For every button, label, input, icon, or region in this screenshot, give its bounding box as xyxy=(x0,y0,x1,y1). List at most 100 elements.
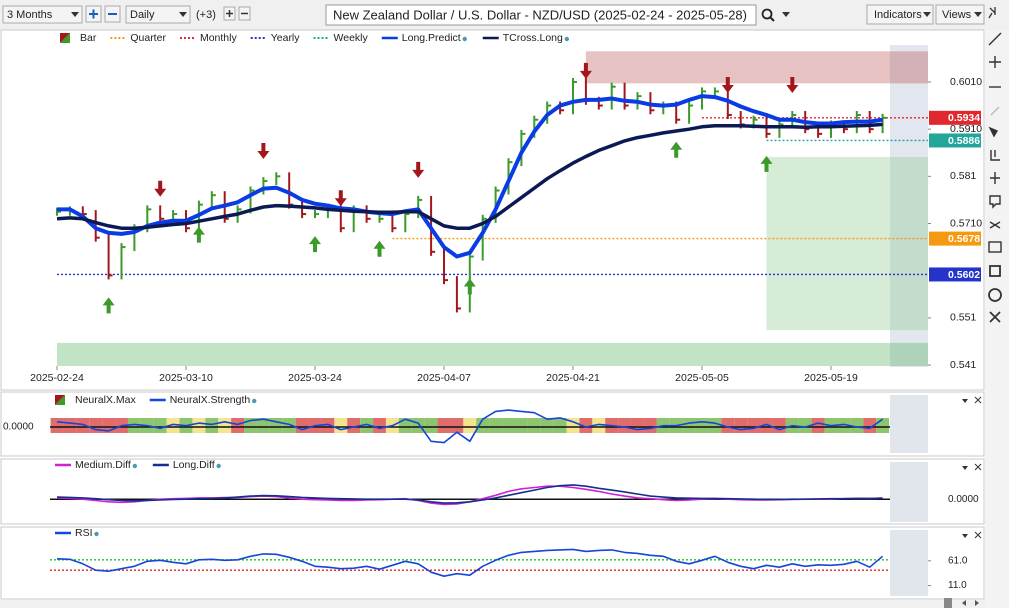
legend-dot xyxy=(94,531,99,537)
y-tick-label: 0.0000 xyxy=(3,422,34,433)
offset-text: (+3) xyxy=(196,9,216,21)
neural-block xyxy=(850,418,864,433)
neural-block xyxy=(192,418,206,433)
neural-panel xyxy=(0,391,985,457)
close[interactable] xyxy=(974,531,982,539)
trend-line-tool[interactable] xyxy=(988,32,1002,46)
vertical-line-tool[interactable] xyxy=(989,56,1001,68)
neural-block xyxy=(153,418,167,433)
neural-block xyxy=(734,418,748,433)
legend-dot xyxy=(462,36,467,42)
sell-arrow xyxy=(786,76,799,93)
x-tick-label: 2025-05-05 xyxy=(675,372,729,384)
legend-swatch xyxy=(60,33,70,43)
close[interactable] xyxy=(974,396,982,404)
views-button[interactable] xyxy=(935,4,985,25)
fib-tool[interactable] xyxy=(990,150,1000,161)
buy-arrow xyxy=(463,278,476,295)
y-tick-label: 0.541 xyxy=(950,359,976,371)
neural-block xyxy=(463,418,477,433)
legend-dot xyxy=(132,463,138,469)
sell-arrow xyxy=(721,76,734,93)
symbol-box[interactable] xyxy=(325,4,757,26)
neural-block xyxy=(772,418,786,433)
neural-block xyxy=(321,418,335,433)
pointer-tool[interactable] xyxy=(988,126,999,138)
panel-controls xyxy=(962,396,982,539)
neural-block xyxy=(282,418,296,433)
neural-block xyxy=(876,418,890,433)
neural-block xyxy=(360,418,374,433)
ray-tool[interactable] xyxy=(990,106,1000,116)
neural-block xyxy=(863,418,877,433)
legend-label: Quarter xyxy=(130,32,166,44)
text-tool[interactable] xyxy=(988,241,1002,253)
neural-block xyxy=(721,418,735,433)
series-line xyxy=(57,94,883,259)
future-shade xyxy=(890,530,928,596)
note-tool[interactable] xyxy=(989,195,1001,209)
legend-label: Medium.Diff xyxy=(75,459,131,471)
y-tick-label: 0.551 xyxy=(950,312,976,324)
neural-block xyxy=(527,418,541,433)
neural-block xyxy=(514,418,528,433)
drawing-tools xyxy=(988,32,1002,323)
buy-arrow xyxy=(373,240,386,257)
scroll-thumb[interactable] xyxy=(944,598,952,608)
neural-block xyxy=(218,418,232,433)
measure-tool[interactable] xyxy=(989,221,1001,229)
neural-block xyxy=(540,418,554,433)
neural-block xyxy=(373,418,386,433)
price-tag xyxy=(929,267,981,282)
buy-arrow xyxy=(102,297,115,314)
neural-block xyxy=(631,418,644,433)
close[interactable] xyxy=(974,463,982,471)
plus-icon xyxy=(226,10,233,17)
range-text: 3 Months xyxy=(7,9,53,21)
neural-block xyxy=(437,418,451,433)
scrollbar[interactable] xyxy=(0,600,985,608)
rectangle-tool[interactable] xyxy=(989,265,1001,277)
delete-tool[interactable] xyxy=(989,311,1001,323)
collapse[interactable] xyxy=(962,534,968,538)
scroll-arrows[interactable] xyxy=(962,600,979,606)
pin-icon[interactable] xyxy=(988,7,996,19)
collapse[interactable] xyxy=(962,466,968,470)
price-tag-label: 0.5602 xyxy=(948,269,980,281)
series-line xyxy=(56,548,884,577)
search-icon[interactable] xyxy=(761,8,773,20)
buy-arrow xyxy=(760,155,773,172)
neural-block xyxy=(205,418,219,433)
neural-block xyxy=(398,418,412,433)
neural-block xyxy=(592,418,606,433)
price-panel xyxy=(0,29,985,391)
legend-dot xyxy=(564,36,570,42)
zone xyxy=(57,342,928,366)
range-select[interactable] xyxy=(2,5,83,24)
plus-icon xyxy=(89,9,98,19)
y-tick-label: 0.5910 xyxy=(950,123,982,135)
neural-block xyxy=(708,418,722,433)
y-tick-label: 61.0 xyxy=(948,555,968,566)
neural-block xyxy=(643,418,657,433)
neural-block xyxy=(837,418,851,433)
neural-block xyxy=(50,418,64,433)
x-tick-label: 2025-05-19 xyxy=(804,372,858,384)
x-tick-label: 2025-04-07 xyxy=(417,372,471,384)
sell-arrow xyxy=(154,180,167,197)
y-tick-label: 0.581 xyxy=(950,170,976,182)
collapse[interactable] xyxy=(962,399,968,403)
y-tick-label: 11.0 xyxy=(948,580,967,591)
price-tag-label: 0.5934 xyxy=(948,112,980,124)
crosshair-tool[interactable] xyxy=(990,172,1000,184)
legend-label: Long.Diff xyxy=(173,459,215,471)
price-tag xyxy=(929,110,981,125)
future-shade xyxy=(890,462,928,522)
sell-arrow xyxy=(412,161,425,178)
legend-label: Weekly xyxy=(334,32,369,44)
interval-select[interactable] xyxy=(125,5,191,24)
indicators-button[interactable] xyxy=(866,4,934,25)
circle-tool[interactable] xyxy=(988,288,1002,302)
legend-label: Bar xyxy=(80,32,97,44)
